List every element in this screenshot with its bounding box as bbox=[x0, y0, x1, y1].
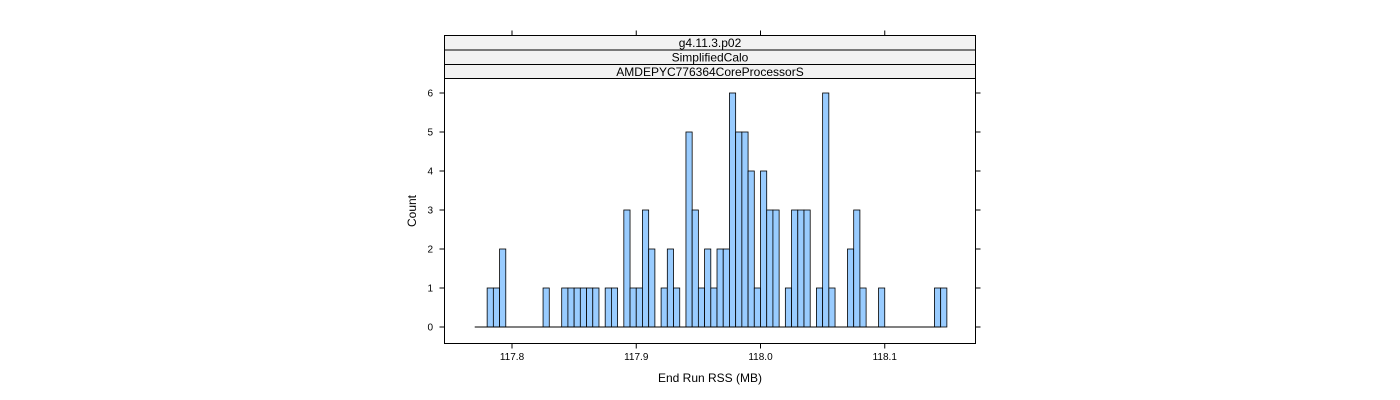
histogram-bar bbox=[716, 248, 724, 328]
x-tick-label: 117.9 bbox=[624, 352, 649, 363]
histogram-bar bbox=[586, 287, 594, 328]
histogram-bar bbox=[760, 170, 768, 328]
histogram-bar bbox=[561, 287, 569, 328]
histogram-bar bbox=[722, 248, 730, 328]
y-tick-label: 6 bbox=[427, 89, 433, 100]
y-tick-label: 0 bbox=[427, 323, 433, 334]
histogram-bar bbox=[567, 287, 575, 328]
histogram-bar bbox=[685, 131, 693, 328]
histogram-bar bbox=[635, 287, 643, 328]
histogram-bar bbox=[660, 287, 668, 328]
x-tick-label: 117.8 bbox=[500, 352, 525, 363]
histogram-bar bbox=[697, 287, 705, 328]
histogram-bar bbox=[629, 287, 637, 328]
histogram-bar bbox=[729, 92, 737, 328]
histogram-bar bbox=[816, 287, 824, 328]
axes: 117.8 117.9 118.0 118.1 0 1 2 3 4 5 6 bbox=[427, 30, 981, 363]
histogram-bar bbox=[648, 248, 656, 328]
histogram-bar bbox=[784, 287, 792, 328]
histogram-bar bbox=[828, 287, 836, 328]
histogram-bar bbox=[766, 209, 774, 328]
histogram-bar bbox=[492, 287, 500, 328]
histogram-bar bbox=[797, 209, 805, 328]
histogram-bar bbox=[542, 287, 550, 328]
y-tick-label: 3 bbox=[427, 206, 433, 217]
histogram-bar bbox=[753, 287, 761, 328]
histogram-bar bbox=[611, 287, 619, 328]
y-tick-label: 5 bbox=[427, 128, 433, 139]
histogram-bar bbox=[486, 287, 494, 328]
histogram-bar bbox=[710, 287, 718, 328]
y-axis-title: Count bbox=[405, 194, 419, 227]
x-tick-label: 118.0 bbox=[748, 352, 773, 363]
histogram-bar bbox=[623, 209, 631, 328]
plot-panel bbox=[444, 78, 976, 344]
histogram-bar bbox=[592, 287, 600, 328]
histogram-bar bbox=[579, 287, 587, 328]
histogram-bar bbox=[735, 131, 743, 328]
y-tick-label: 2 bbox=[427, 245, 433, 256]
histogram-bar bbox=[747, 170, 755, 328]
histogram-bar bbox=[791, 209, 799, 328]
histogram-bar bbox=[604, 287, 612, 328]
histogram-bar bbox=[878, 287, 886, 328]
strip-2-label: SimplifiedCalo bbox=[672, 51, 749, 65]
histogram-bar bbox=[741, 131, 749, 328]
x-axis-title: End Run RSS (MB) bbox=[658, 371, 762, 385]
histogram-bar bbox=[803, 209, 811, 328]
strip-headers: g4.11.3.p02 SimplifiedCalo AMDEPYC776364… bbox=[444, 35, 976, 79]
histogram-bar bbox=[772, 209, 780, 328]
histogram-bar bbox=[859, 287, 867, 328]
histogram-bar bbox=[704, 248, 712, 328]
histogram-bar bbox=[691, 209, 699, 328]
y-tick-label: 1 bbox=[427, 284, 433, 295]
x-tick-label: 118.1 bbox=[873, 352, 898, 363]
strip-3-label: AMDEPYC776364CoreProcessorS bbox=[616, 65, 803, 79]
histogram-bar bbox=[642, 209, 650, 328]
histogram-bar bbox=[673, 287, 681, 328]
histogram-bar bbox=[822, 92, 830, 328]
histogram-bar bbox=[666, 248, 674, 328]
histogram-bar bbox=[573, 287, 581, 328]
strip-1-label: g4.11.3.p02 bbox=[679, 36, 742, 50]
histogram-bar bbox=[940, 287, 948, 328]
histogram-bar bbox=[934, 287, 942, 328]
histogram-bar bbox=[499, 248, 507, 328]
histogram-bar bbox=[853, 209, 861, 328]
y-tick-label: 4 bbox=[427, 167, 433, 178]
histogram-bar bbox=[847, 248, 855, 328]
histogram-bars bbox=[486, 92, 948, 328]
